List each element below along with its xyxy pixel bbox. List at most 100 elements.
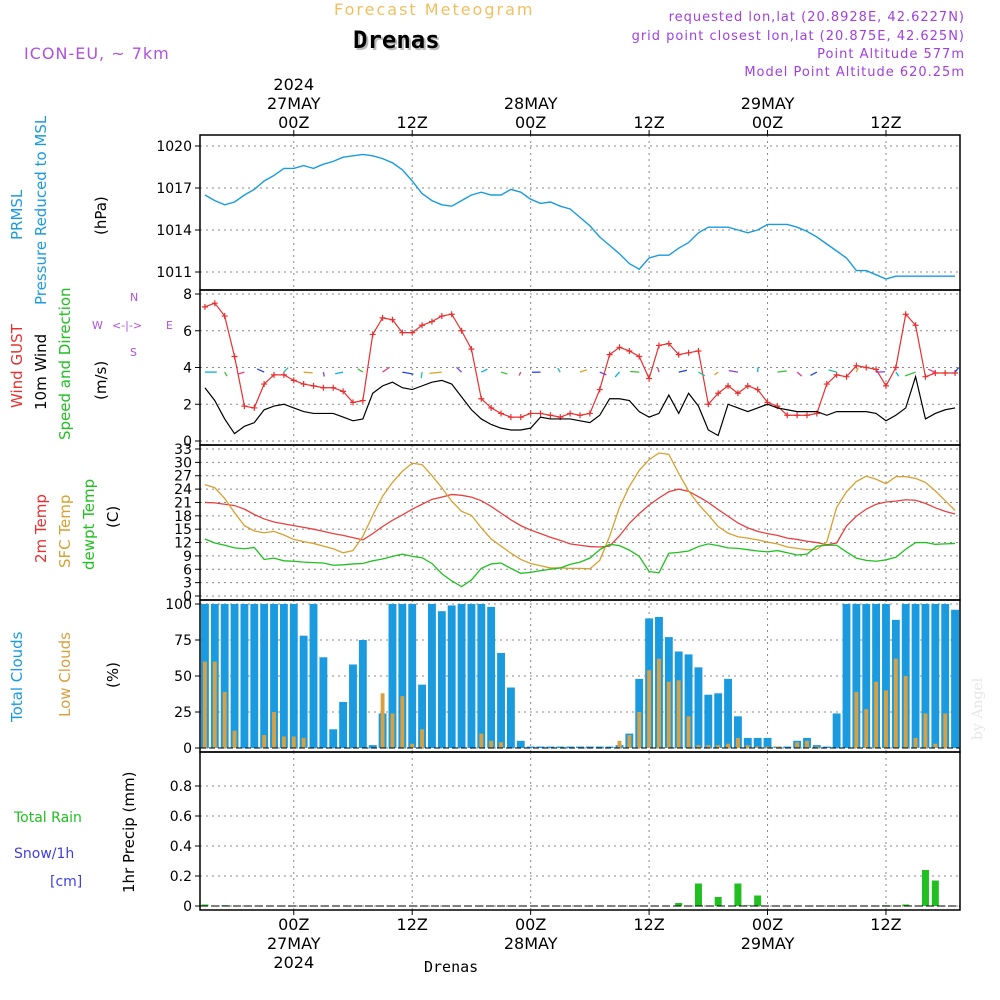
low-cloud-bar (390, 713, 395, 748)
wind-direction-arrow (714, 371, 719, 376)
total-cloud-bar (941, 604, 950, 748)
ytick-label: 0.8 (170, 779, 192, 795)
total-cloud-bar (388, 604, 397, 748)
total-cloud-bar (832, 713, 841, 748)
gust-point (863, 364, 870, 371)
total-cloud-bar (349, 664, 357, 748)
wind-direction-arrow (357, 368, 364, 373)
rain-bar (754, 895, 762, 906)
total-cloud-bar (931, 604, 940, 748)
total-cloud-bar (329, 729, 338, 748)
gust-point (290, 377, 297, 384)
ytick-label: 2 (183, 397, 192, 413)
total-cloud-bar (220, 604, 229, 748)
gust-point (201, 303, 208, 310)
gust-point (498, 410, 505, 417)
ytick-label: 75 (174, 633, 192, 649)
total-cloud-bar (704, 694, 713, 748)
total-cloud-bar (477, 604, 486, 748)
low-cloud-bar (647, 670, 652, 748)
wind-direction-arrow (420, 372, 423, 379)
rain-bar (734, 883, 742, 906)
ytick-label: 0 (183, 899, 192, 915)
gust-point (349, 399, 356, 406)
panel-frame (199, 444, 961, 601)
gust-point (251, 404, 258, 411)
total-cloud-bar (872, 604, 881, 748)
cm-label: [cm] (50, 874, 83, 890)
gust-point (359, 397, 366, 404)
compass-arrow-icon: <-|-> (112, 319, 143, 332)
wind-direction-arrow (382, 366, 391, 373)
low-cloud-bar (775, 746, 780, 748)
low-cloud-bar (281, 736, 286, 748)
gust-point (734, 390, 741, 397)
gust-point (626, 347, 633, 354)
gust-point (517, 414, 524, 421)
ytick-label: 21 (174, 495, 192, 511)
low-cloud-bar (291, 736, 296, 748)
gust-point (586, 410, 593, 417)
low-cloud-bar (479, 733, 484, 748)
total-cloud-bar (882, 604, 890, 748)
total-cloud-bar (447, 605, 456, 748)
ytick-label: 1011 (156, 265, 192, 281)
ytick-label: 1020 (156, 139, 192, 155)
ytick-label: 25 (174, 705, 192, 721)
rain-bar (201, 904, 209, 906)
low-cloud-bar (637, 712, 642, 748)
total-cloud-bar (230, 604, 239, 748)
gust-point (833, 371, 840, 378)
top-time-label: 12Z (397, 113, 428, 132)
top-time-label: 12Z (870, 113, 901, 132)
gust-point (537, 410, 544, 417)
gust-point (488, 404, 495, 411)
requested-coords: requested lon,lat (20.8928E, 42.6227N) (668, 10, 965, 25)
wind-direction-arrow (657, 367, 660, 373)
gust-point (646, 375, 653, 382)
total-cloud-bar (763, 737, 772, 748)
gust-point (320, 384, 327, 391)
gust-point (853, 362, 860, 369)
gust-point (330, 384, 337, 391)
wind-direction-arrow (237, 371, 245, 375)
total-cloud-bar (339, 701, 348, 748)
low-cloud-bar (272, 712, 276, 748)
gust-point (547, 412, 554, 419)
compass-w: W (92, 319, 103, 332)
low-cloud-bar (805, 740, 809, 748)
total-cloud-bar (418, 684, 427, 748)
wind-direction-arrow (283, 367, 289, 373)
total-cloud-bar (289, 604, 298, 748)
top-time-label: 27MAY (267, 94, 321, 113)
wind-direction-arrow (630, 370, 640, 373)
low-cloud-bar (943, 713, 948, 748)
gust-point (379, 314, 386, 321)
total-cloud-bar (299, 635, 308, 748)
total-cloud-bar (605, 746, 614, 748)
low-cloud-bar (864, 709, 869, 748)
low-cloud-bar (203, 661, 207, 748)
rain-bar (694, 883, 702, 906)
gust-point (744, 382, 751, 389)
low-cloud-bar (893, 658, 898, 748)
sfc-line (204, 452, 956, 570)
gust-point (675, 351, 682, 358)
gust-point (754, 386, 761, 393)
low-cloud-bar (735, 737, 740, 748)
ytick-label: 30 (174, 455, 192, 471)
total-cloud-bar (911, 604, 920, 748)
gust-point (695, 347, 702, 354)
low-cloud-bar (745, 745, 750, 748)
gust-point (468, 346, 475, 353)
wind-direction-arrow (335, 371, 344, 375)
wind-direction-arrow (855, 367, 859, 373)
low-cloud-bar (380, 693, 385, 748)
bottom-time-label: 12Z (633, 915, 664, 934)
ytick-label: 100 (165, 597, 192, 613)
gust-point (616, 344, 623, 351)
ytick-label: 4 (183, 361, 192, 377)
gust-point (685, 349, 692, 356)
low-cloud-bar (212, 661, 217, 748)
gust-point (912, 322, 919, 329)
